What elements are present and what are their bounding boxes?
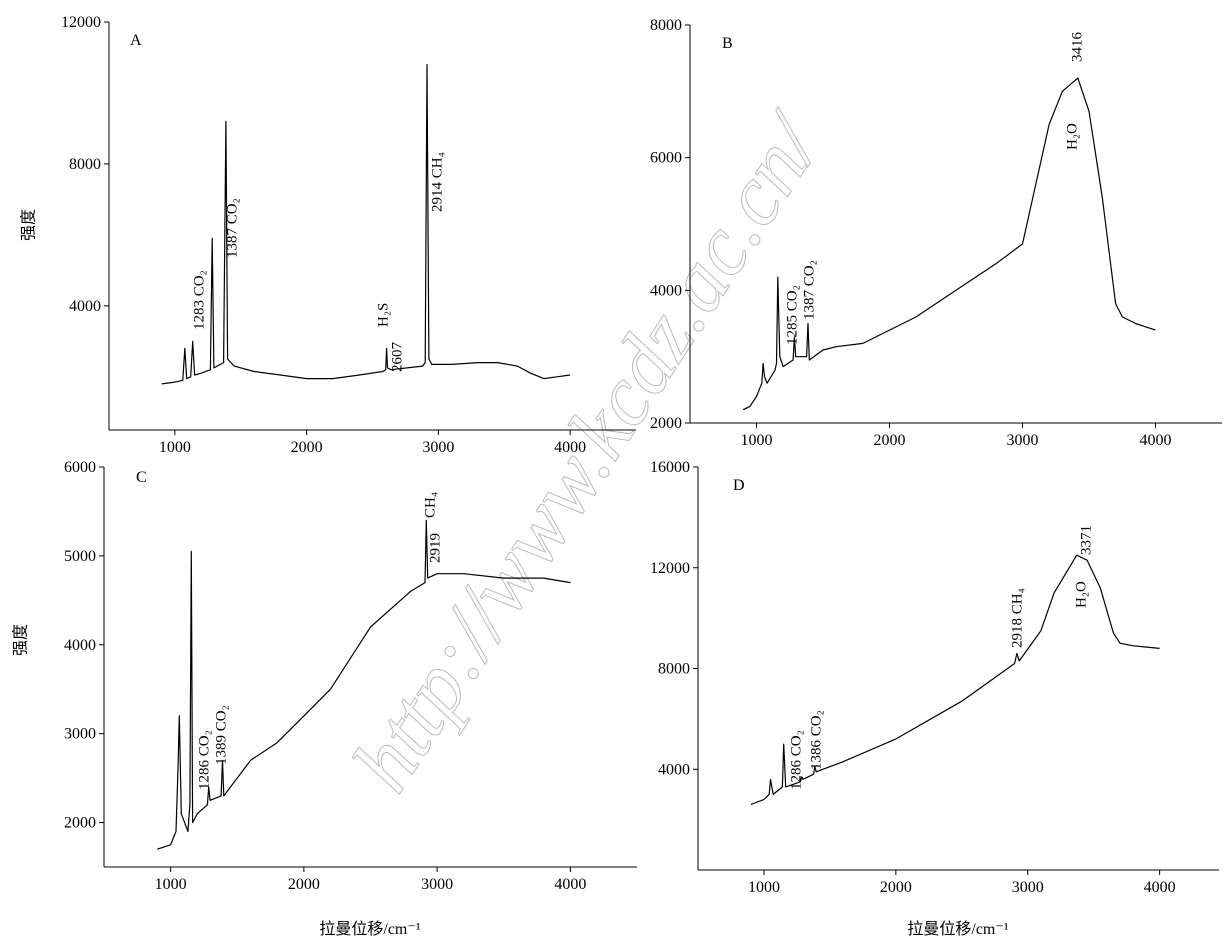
- panel-label: A: [130, 32, 142, 49]
- x-tick-label: 4000: [554, 876, 586, 893]
- y-tick-label: 8000: [69, 156, 101, 173]
- spectrum-line: [750, 554, 1160, 806]
- peak-annotation: 1389 CO₂: [213, 705, 229, 765]
- x-tick-label: 3000: [1012, 879, 1044, 896]
- panel-label: C: [136, 469, 147, 486]
- y-tick-label: 4000: [658, 761, 690, 778]
- x-axis-title: 拉曼位移/cm⁻¹: [907, 920, 1008, 938]
- y-tick-label: 3000: [64, 726, 96, 743]
- peak-annotation: 2919: [427, 533, 443, 563]
- y-tick-label: 12000: [650, 560, 690, 577]
- y-tick-label: 8000: [650, 17, 682, 34]
- x-tick-label: 2000: [880, 879, 912, 896]
- y-tick-label: 6000: [64, 459, 96, 476]
- peak-annotation: 3371: [1078, 525, 1094, 555]
- peak-annotation: 1387 CO₂: [224, 198, 240, 258]
- y-tick-label: 2000: [64, 815, 96, 832]
- peak-annotation: 1386 CO₂: [808, 710, 824, 770]
- peak-annotation: 1286 CO₂: [788, 730, 804, 790]
- y-tick-label: 12000: [61, 14, 101, 31]
- peak-annotation: H₂S: [375, 303, 391, 327]
- y-tick-label: 16000: [650, 459, 690, 476]
- x-tick-label: 4000: [1144, 879, 1176, 896]
- panel-label: B: [722, 35, 733, 52]
- peak-annotation: H₂O: [1073, 581, 1089, 608]
- x-tick-label: 2000: [288, 876, 320, 893]
- peak-annotation: 1387 CO₂: [801, 260, 817, 320]
- peak-annotation: H₂O: [1064, 123, 1080, 150]
- peak-annotation: 2914 CH₄: [429, 152, 445, 212]
- y-axis-title: 强度: [20, 209, 38, 241]
- x-tick-label: 3000: [421, 876, 453, 893]
- peak-annotation: 3416: [1069, 32, 1085, 63]
- spectrum-line: [161, 63, 571, 385]
- y-tick-label: 2000: [650, 415, 682, 432]
- panel-label: D: [733, 477, 745, 494]
- x-tick-label: 3000: [422, 439, 454, 456]
- y-tick-label: 8000: [658, 661, 690, 678]
- y-tick-label: 4000: [64, 637, 96, 654]
- y-tick-label: 4000: [650, 282, 682, 299]
- peak-annotation: 2918 CH₄: [1009, 588, 1025, 648]
- x-tick-label: 1000: [748, 879, 780, 896]
- watermark: http://www.kcdz.ac.cn/: [333, 95, 842, 807]
- spectrum-line: [157, 519, 571, 850]
- x-tick-label: 4000: [1140, 432, 1172, 449]
- y-axis-title: 强度: [12, 624, 30, 656]
- y-tick-label: 4000: [69, 298, 101, 315]
- x-axis-title: 拉曼位移/cm⁻¹: [319, 920, 420, 938]
- peak-annotation: 1283 CO₂: [191, 270, 207, 330]
- peak-annotation: CH₄: [422, 492, 438, 518]
- peak-annotation: 2607: [389, 342, 405, 373]
- peak-annotation: 1286 CO₂: [196, 730, 212, 790]
- x-tick-label: 3000: [1007, 432, 1039, 449]
- y-tick-label: 6000: [650, 150, 682, 167]
- spectrum-line: [742, 77, 1156, 411]
- x-tick-label: 1000: [741, 432, 773, 449]
- x-tick-label: 1000: [155, 876, 187, 893]
- x-tick-label: 1000: [159, 439, 191, 456]
- y-tick-label: 5000: [64, 548, 96, 565]
- peak-annotation: 1285 CO₂: [784, 285, 800, 345]
- x-tick-label: 2000: [874, 432, 906, 449]
- x-tick-label: 4000: [554, 439, 586, 456]
- x-tick-label: 2000: [291, 439, 323, 456]
